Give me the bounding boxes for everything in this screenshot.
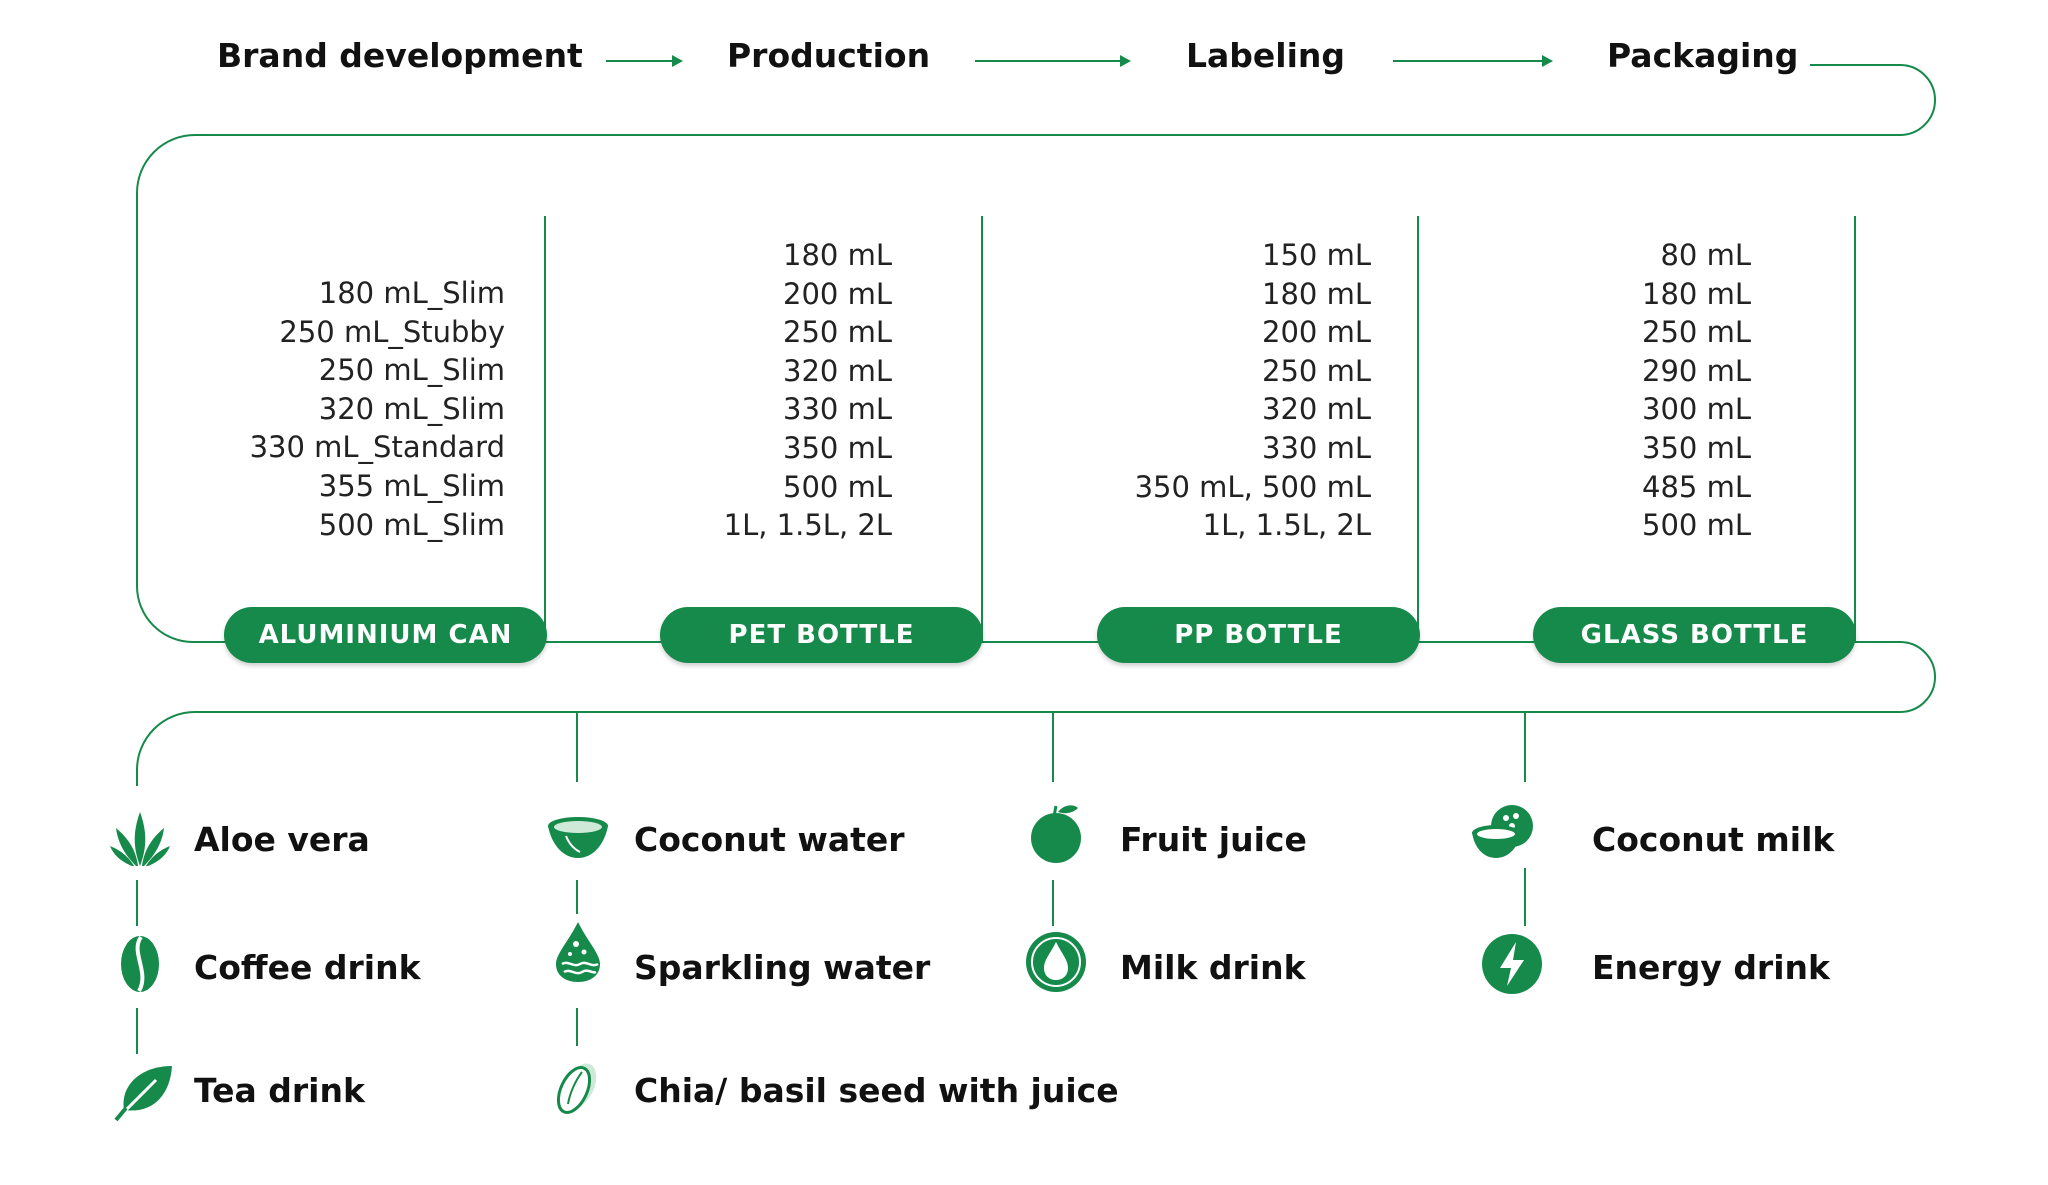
fruit-icon — [1024, 800, 1088, 864]
size-item: 250 mL_Stubby — [279, 314, 505, 349]
beverage-coffee-drink: Coffee drink — [194, 948, 421, 987]
size-item: 320 mL — [783, 353, 892, 388]
step-arrow-head — [1542, 55, 1553, 67]
pp-bottle-badge: PP BOTTLE — [1097, 607, 1420, 663]
size-item: 350 mL — [783, 430, 892, 465]
size-item: 200 mL — [1262, 315, 1371, 350]
beverage-chia-basil-seed: Chia/ basil seed with juice — [634, 1071, 1119, 1110]
size-item: 330 mL — [1262, 430, 1371, 465]
size-item: 330 mL — [783, 392, 892, 427]
size-item: 300 mL — [1642, 392, 1751, 427]
size-item: 1L, 1.5L, 2L — [723, 508, 892, 543]
size-item: 80 mL — [1660, 238, 1751, 272]
lightning-icon — [1480, 932, 1544, 996]
step-arrow-head — [672, 55, 683, 67]
size-item: 200 mL — [783, 276, 892, 311]
glass-bottle-sizes: 80 mL 180 mL 250 mL 290 mL 300 mL 350 mL… — [1431, 236, 1751, 545]
sparkling-drop-icon — [546, 920, 610, 984]
size-item: 180 mL — [1642, 276, 1751, 311]
beverage-fruit-juice: Fruit juice — [1120, 820, 1307, 859]
step-arrow-head — [1120, 55, 1131, 67]
coffee-bean-icon — [108, 932, 172, 996]
size-item: 355 mL_Slim — [318, 468, 505, 503]
size-item: 1L, 1.5L, 2L — [1202, 508, 1371, 543]
beverage-coconut-water: Coconut water — [634, 820, 905, 859]
coconut-half-icon — [546, 806, 610, 870]
pet-bottle-sizes: 180 mL 200 mL 250 mL 320 mL 330 mL 350 m… — [572, 236, 892, 545]
seed-icon — [546, 1056, 610, 1120]
coconut-icon — [1470, 800, 1534, 864]
aluminium-can-sizes: 180 mL_Slim 250 mL_Stubby 250 mL_Slim 32… — [185, 274, 505, 544]
size-item: 500 mL — [783, 469, 892, 504]
step-labeling: Labeling — [1186, 36, 1346, 75]
size-item: 250 mL — [1262, 353, 1371, 388]
tea-leaf-icon — [112, 1058, 176, 1122]
pet-bottle-badge: PET BOTTLE — [660, 607, 983, 663]
size-item: 150 mL — [1262, 238, 1371, 272]
size-item: 250 mL — [1642, 315, 1751, 350]
size-item: 290 mL — [1642, 353, 1751, 388]
step-production: Production — [727, 36, 931, 75]
beverage-tea-drink: Tea drink — [194, 1071, 365, 1110]
glass-bottle-badge: GLASS BOTTLE — [1533, 607, 1856, 663]
size-item: 320 mL_Slim — [318, 391, 505, 426]
aluminium-can-badge: ALUMINIUM CAN — [224, 607, 547, 663]
beverage-coconut-milk: Coconut milk — [1592, 820, 1835, 859]
size-item: 485 mL — [1642, 469, 1751, 504]
size-item: 500 mL — [1642, 508, 1751, 543]
size-item: 320 mL — [1262, 392, 1371, 427]
pp-bottle-sizes: 150 mL 180 mL 200 mL 250 mL 320 mL 330 m… — [1051, 236, 1371, 545]
flow-connector-upper — [136, 64, 1936, 643]
step-packaging: Packaging — [1607, 36, 1799, 75]
beverage-aloe-vera: Aloe vera — [194, 820, 370, 859]
flow-connector-middle — [136, 641, 1936, 786]
size-item: 500 mL_Slim — [318, 507, 505, 542]
size-item: 350 mL — [1642, 430, 1751, 465]
size-item: 250 mL_Slim — [318, 353, 505, 388]
aloe-vera-icon — [108, 806, 172, 870]
beverage-sparkling-water: Sparkling water — [634, 948, 931, 987]
beverage-milk-drink: Milk drink — [1120, 948, 1306, 987]
size-item: 350 mL, 500 mL — [1134, 469, 1371, 504]
size-item: 330 mL_Standard — [249, 430, 505, 465]
size-item: 180 mL — [1262, 276, 1371, 311]
size-item: 180 mL — [783, 238, 892, 272]
size-item: 250 mL — [783, 315, 892, 350]
size-item: 180 mL_Slim — [318, 276, 505, 310]
beverage-energy-drink: Energy drink — [1592, 948, 1830, 987]
step-brand-development: Brand development — [217, 36, 583, 75]
milk-drop-icon — [1024, 930, 1088, 994]
